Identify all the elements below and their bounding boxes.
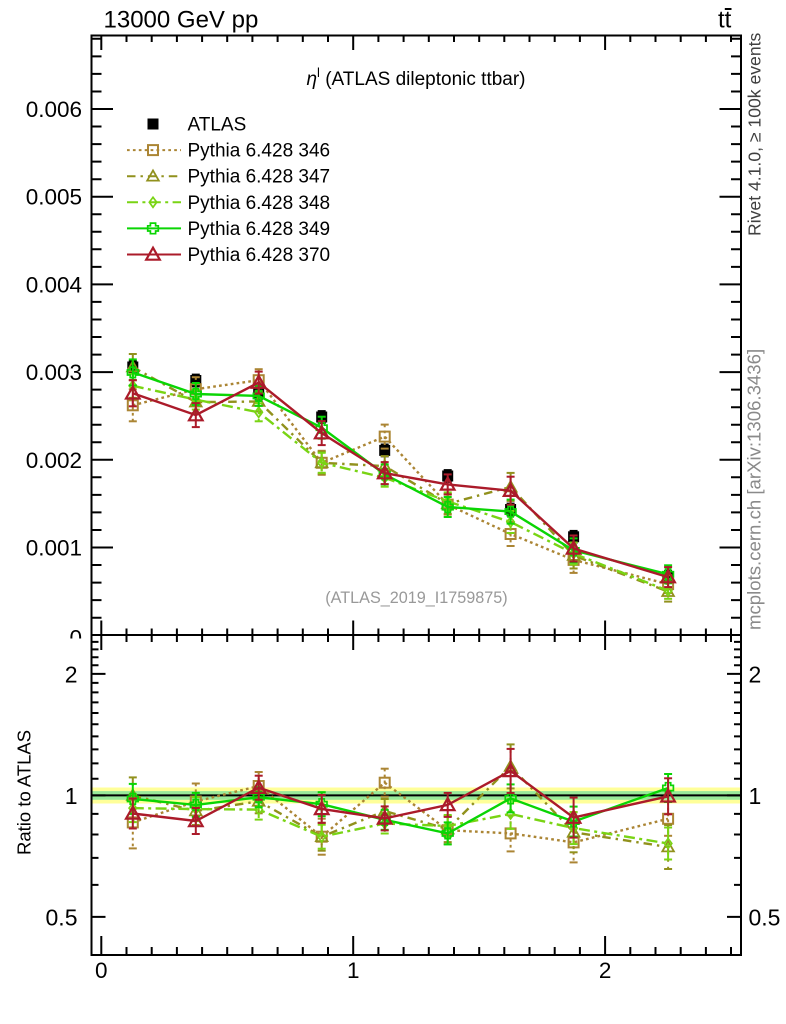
- svg-text:13000 GeV pp: 13000 GeV pp: [104, 7, 259, 34]
- svg-text:2: 2: [599, 958, 612, 983]
- svg-text:2: 2: [65, 661, 78, 687]
- svg-text:mcplots.cern.ch [arXiv:1306.34: mcplots.cern.ch [arXiv:1306.3436]: [744, 349, 765, 630]
- svg-text:2: 2: [749, 661, 762, 687]
- svg-text:0.002: 0.002: [26, 448, 82, 473]
- svg-text:0: 0: [95, 958, 108, 983]
- svg-text:ATLAS: ATLAS: [188, 115, 247, 136]
- svg-text:1: 1: [347, 958, 360, 983]
- svg-text:0.003: 0.003: [26, 360, 82, 385]
- svg-text:0.004: 0.004: [26, 272, 82, 297]
- svg-text:tt: tt: [718, 7, 732, 34]
- svg-text:Ratio to ATLAS: Ratio to ATLAS: [14, 730, 35, 855]
- svg-text:(ATLAS_2019_I1759875): (ATLAS_2019_I1759875): [325, 589, 507, 607]
- svg-text:Pythia 6.428 346: Pythia 6.428 346: [188, 141, 331, 162]
- svg-text:0.005: 0.005: [26, 185, 82, 210]
- svg-text:0.5: 0.5: [46, 904, 78, 930]
- svg-text:1: 1: [749, 783, 762, 809]
- svg-text:Pythia 6.428 348: Pythia 6.428 348: [188, 193, 331, 214]
- svg-text:0.006: 0.006: [26, 97, 82, 122]
- svg-text:0.001: 0.001: [26, 536, 82, 561]
- svg-text:Pythia 6.428 370: Pythia 6.428 370: [188, 245, 331, 266]
- svg-text:0: 0: [69, 626, 82, 651]
- svg-text:Pythia 6.428 349: Pythia 6.428 349: [188, 219, 331, 240]
- svg-text:1: 1: [65, 783, 78, 809]
- svg-text:ηl (ATLAS dileptonic ttbar): ηl (ATLAS dileptonic ttbar): [306, 65, 525, 90]
- svg-text:Rivet 4.1.0, ≥ 100k events: Rivet 4.1.0, ≥ 100k events: [745, 32, 765, 236]
- svg-text:0.5: 0.5: [749, 904, 781, 930]
- svg-text:Pythia 6.428 347: Pythia 6.428 347: [188, 167, 331, 188]
